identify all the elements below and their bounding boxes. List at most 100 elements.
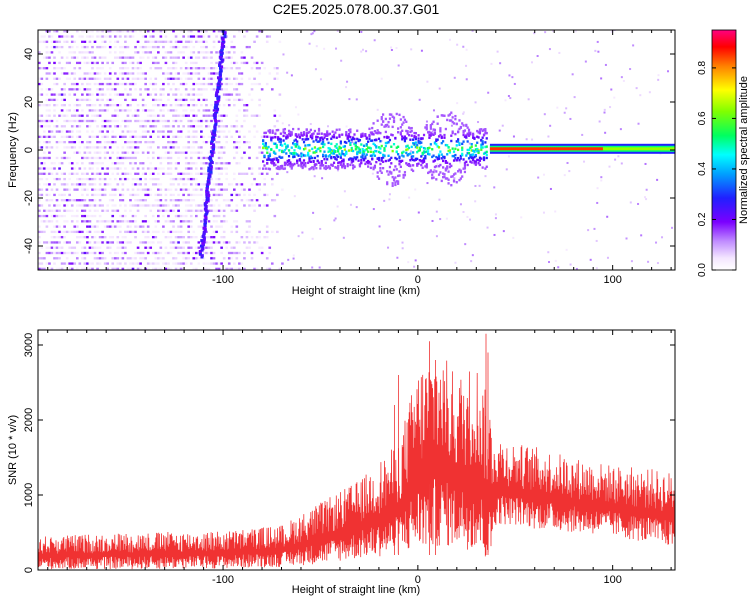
heat-cell bbox=[606, 215, 609, 218]
heat-cell bbox=[373, 143, 377, 147]
heat-cell bbox=[103, 35, 107, 38]
heat-cell bbox=[73, 199, 77, 202]
heat-cell bbox=[283, 142, 287, 146]
heat-cell bbox=[126, 72, 130, 75]
heat-cell bbox=[305, 135, 308, 138]
heat-cell bbox=[220, 151, 223, 154]
heat-cell bbox=[205, 262, 208, 265]
heat-cell bbox=[300, 152, 303, 155]
heat-cell bbox=[116, 109, 120, 112]
heat-cell bbox=[200, 193, 203, 197]
heat-cell bbox=[428, 170, 431, 174]
heat-cell bbox=[121, 119, 125, 123]
line-cell bbox=[538, 147, 542, 151]
heat-cell bbox=[298, 136, 302, 139]
heat-cell bbox=[255, 241, 259, 244]
heat-cell bbox=[414, 188, 417, 191]
heat-cell bbox=[218, 61, 222, 65]
heat-cell bbox=[108, 82, 112, 86]
heat-cell bbox=[347, 129, 351, 132]
heat-cell bbox=[159, 267, 163, 270]
heat-cell bbox=[83, 177, 87, 181]
heat-cell bbox=[164, 119, 168, 123]
heat-cell bbox=[277, 128, 280, 132]
heat-cell bbox=[151, 236, 155, 239]
colorbar-tick-label: 0.8 bbox=[697, 61, 708, 75]
heat-cell bbox=[327, 165, 330, 168]
heat-cell bbox=[126, 67, 130, 70]
heat-cell bbox=[119, 162, 122, 165]
heat-cell bbox=[101, 135, 104, 138]
heat-cell bbox=[93, 257, 97, 260]
heat-cell bbox=[162, 88, 165, 91]
heat-cell bbox=[222, 188, 226, 191]
heat-cell bbox=[195, 104, 198, 107]
heat-cell bbox=[116, 82, 120, 86]
heat-cell bbox=[38, 188, 41, 191]
heat-cell bbox=[146, 114, 150, 117]
heat-cell bbox=[68, 241, 71, 244]
heat-cell bbox=[476, 129, 479, 133]
heat-cell bbox=[230, 45, 234, 49]
heat-cell bbox=[45, 193, 49, 197]
heat-cell bbox=[311, 266, 314, 269]
heat-cell bbox=[452, 180, 456, 183]
heat-cell bbox=[182, 246, 185, 249]
heat-cell bbox=[60, 56, 64, 59]
heat-cell bbox=[275, 167, 278, 170]
heat-cell bbox=[75, 104, 79, 107]
heat-cell bbox=[205, 88, 208, 91]
heat-cell bbox=[442, 159, 445, 163]
heat-cell bbox=[416, 150, 419, 154]
heat-cell bbox=[283, 167, 287, 170]
heat-cell bbox=[182, 183, 185, 186]
heat-cell bbox=[70, 230, 74, 234]
heat-cell bbox=[43, 162, 46, 165]
heat-cell bbox=[70, 267, 74, 270]
heat-cell bbox=[207, 56, 211, 59]
heat-cell bbox=[349, 128, 352, 131]
heat-cell bbox=[410, 48, 413, 51]
heat-cell bbox=[154, 82, 158, 86]
heat-cell bbox=[268, 72, 272, 75]
heat-cell bbox=[248, 230, 251, 234]
heat-cell bbox=[78, 35, 82, 38]
heat-cell bbox=[111, 236, 115, 239]
heat-cell bbox=[45, 188, 49, 191]
line-cell bbox=[595, 147, 598, 151]
heat-cell bbox=[271, 158, 274, 161]
heat-cell bbox=[131, 193, 135, 197]
heat-cell bbox=[335, 128, 338, 132]
heat-cell bbox=[245, 236, 249, 239]
heat-cell bbox=[364, 149, 367, 152]
heat-cell bbox=[129, 61, 132, 65]
heat-cell bbox=[187, 167, 191, 170]
heat-cell bbox=[258, 104, 261, 107]
heat-cell bbox=[225, 267, 228, 270]
heat-cell bbox=[111, 257, 115, 260]
heat-cell bbox=[73, 140, 77, 144]
heat-cell bbox=[200, 30, 203, 33]
heat-cell bbox=[184, 45, 188, 49]
heat-cell bbox=[164, 156, 168, 160]
heat-cell bbox=[350, 161, 353, 164]
heat-cell bbox=[327, 155, 330, 158]
line-cell bbox=[513, 147, 516, 151]
heat-cell bbox=[121, 188, 125, 191]
heat-cell bbox=[134, 230, 137, 234]
heat-cell bbox=[202, 119, 206, 123]
heat-cell bbox=[372, 208, 375, 211]
heat-cell bbox=[111, 209, 115, 212]
heat-cell bbox=[63, 67, 66, 70]
x-tick-label: 100 bbox=[603, 274, 621, 286]
heat-cell bbox=[189, 40, 193, 43]
line-cell bbox=[540, 147, 543, 151]
heat-cell bbox=[472, 136, 475, 139]
heat-cell bbox=[429, 127, 432, 130]
heat-cell bbox=[391, 182, 394, 185]
heat-cell bbox=[129, 56, 132, 59]
heat-cell bbox=[131, 262, 135, 265]
heat-cell bbox=[98, 98, 102, 102]
heat-cell bbox=[548, 261, 551, 264]
heat-cell bbox=[192, 93, 196, 96]
